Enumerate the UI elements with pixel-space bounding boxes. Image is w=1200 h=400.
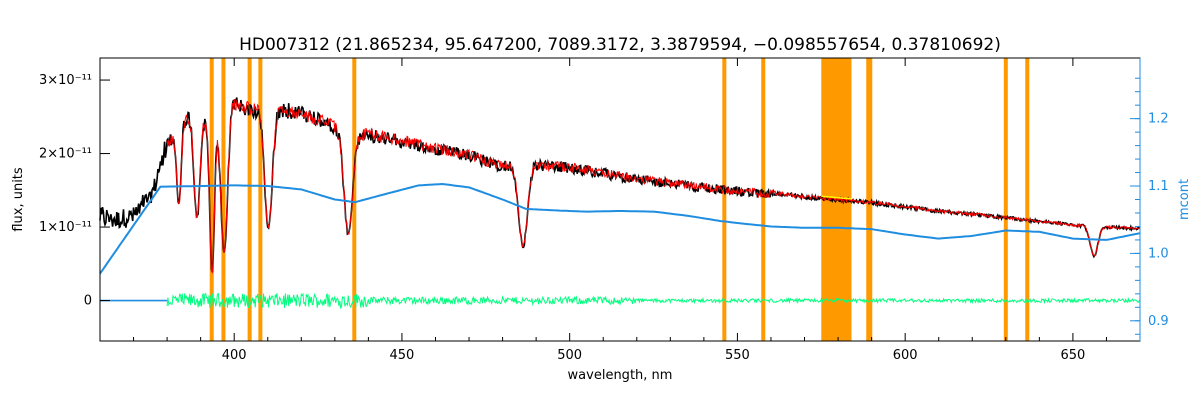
x-axis: 400 450 500 550 600 650 [99,58,1141,363]
series-layer [99,97,1141,310]
model-flux-line [166,99,1141,274]
masked-line [247,58,252,341]
y-right-tick-label: 1.2 [1148,112,1169,127]
y-tick-label: 0 [84,294,92,309]
masked-line [866,58,871,341]
y-tick-label: 2×10⁻¹¹ [39,147,92,162]
y-tick-label: 1×10⁻¹¹ [39,220,92,235]
masked-line [722,58,727,341]
masked-line [258,58,263,341]
y-right-tick-label: 0.9 [1148,314,1169,329]
highlight-segment [821,195,852,200]
y-right-tick-label: 1.0 [1148,246,1169,261]
x-tick-label: 500 [557,348,582,363]
y-axis-label-right: mcont [1177,179,1192,220]
x-tick-label: 600 [893,348,918,363]
masked-line [1003,58,1008,341]
residual-line [166,292,1141,310]
masked-line [209,58,214,341]
x-tick-label: 650 [1060,348,1085,363]
y-axis-left: 0 1×10⁻¹¹ 2×10⁻¹¹ 3×10⁻¹¹ [39,73,110,309]
masked-line [221,58,226,341]
chart-title: HD007312 (21.865234, 95.647200, 7089.317… [239,35,1001,55]
x-axis-label: wavelength, nm [568,368,673,383]
continuum-line [99,182,1141,275]
x-tick-label: 550 [725,348,750,363]
masked-line [352,58,357,341]
y-axis-right: 0.9 1.0 1.1 1.2 [1130,58,1169,341]
x-tick-label: 450 [390,348,415,363]
x-tick-label: 400 [222,348,247,363]
y-axis-label: flux, units [11,167,26,232]
y-tick-label: 3×10⁻¹¹ [39,73,92,88]
masked-line [761,58,766,341]
masked-line [1025,58,1030,341]
y-right-tick-label: 1.1 [1148,179,1169,194]
masked-line [868,58,873,341]
